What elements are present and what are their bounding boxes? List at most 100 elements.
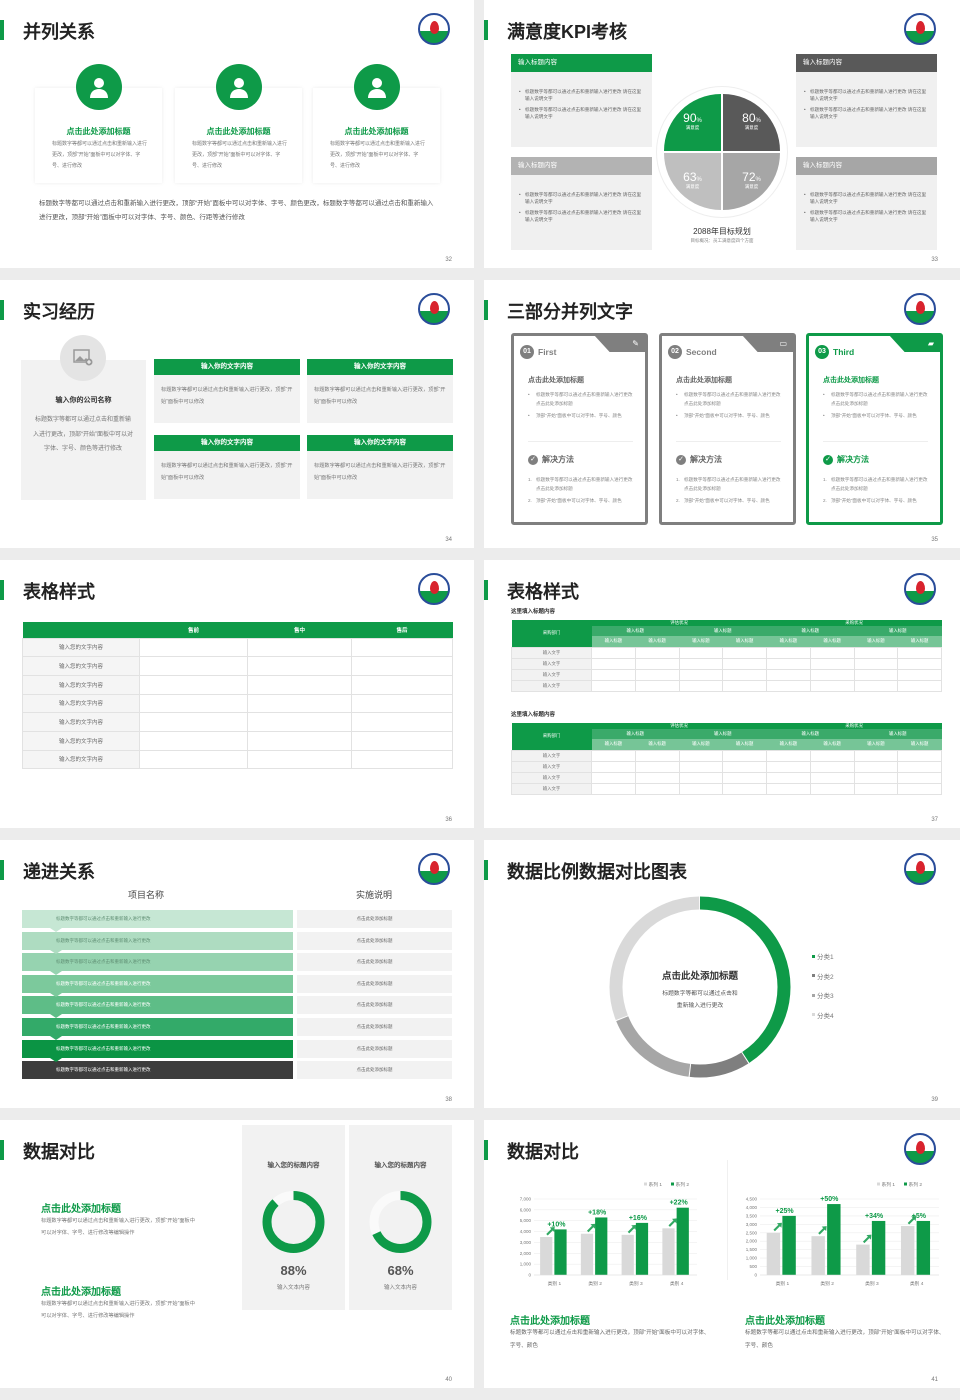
table-cell[interactable] (591, 749, 636, 762)
table-cell[interactable] (351, 749, 453, 770)
table-cell[interactable] (139, 637, 248, 658)
table-cell[interactable] (853, 782, 899, 795)
table-cell[interactable] (853, 771, 899, 784)
table-cell[interactable] (766, 760, 811, 773)
table-cell[interactable] (591, 771, 636, 784)
table-cell[interactable] (678, 782, 724, 795)
table-cell[interactable] (722, 782, 768, 795)
table-cell[interactable] (897, 749, 943, 762)
table-cell[interactable] (591, 668, 636, 681)
table-cell[interactable] (897, 760, 943, 773)
table-cell[interactable] (247, 637, 352, 658)
legend-label: 分类2 (817, 973, 834, 981)
table-cell[interactable] (247, 749, 352, 770)
table-cell[interactable] (897, 782, 943, 795)
table-cell[interactable] (766, 657, 811, 670)
table-cell[interactable] (853, 646, 899, 659)
table-cell[interactable] (722, 749, 768, 762)
table-cell[interactable] (351, 674, 453, 695)
table-cell[interactable] (634, 657, 680, 670)
table-cell[interactable] (247, 730, 352, 751)
table-cell[interactable] (853, 749, 899, 762)
table-cell[interactable] (591, 657, 636, 670)
table-cell[interactable] (809, 679, 855, 692)
table-cell[interactable] (766, 749, 811, 762)
kpi-quadrant: 80% 满意度 (723, 94, 780, 151)
table-cell[interactable] (139, 749, 248, 770)
table-cell[interactable] (634, 771, 680, 784)
table-cell[interactable] (634, 646, 680, 659)
table-cell[interactable] (634, 668, 680, 681)
quadrant-number: 63 (683, 170, 697, 184)
table-cell[interactable] (591, 760, 636, 773)
table-cell[interactable] (634, 760, 680, 773)
table-cell[interactable] (139, 730, 248, 751)
table-cell[interactable] (809, 646, 855, 659)
table-cell[interactable] (678, 760, 724, 773)
table-cell[interactable] (809, 668, 855, 681)
table-cell[interactable] (678, 771, 724, 784)
bar-series-2 (635, 1222, 649, 1275)
table-cell[interactable] (809, 657, 855, 670)
table-cell[interactable] (591, 679, 636, 692)
table-cell[interactable] (139, 712, 248, 732)
solution-heading: ✓ 解决方法 (676, 454, 722, 465)
table-cell[interactable] (634, 782, 680, 795)
add-image-icon (60, 335, 106, 381)
table-cell[interactable] (722, 646, 768, 659)
table-cell[interactable] (897, 668, 943, 681)
table-cell[interactable] (247, 656, 352, 676)
table-row: 输入文字 (511, 657, 943, 670)
table-cell[interactable] (678, 679, 724, 692)
table-cell[interactable] (722, 771, 768, 784)
table-cell[interactable] (247, 712, 352, 732)
table-cell[interactable] (897, 657, 943, 670)
table-cell[interactable] (809, 760, 855, 773)
table-cell[interactable] (766, 668, 811, 681)
table-cell[interactable] (678, 657, 724, 670)
table-cell[interactable] (634, 679, 680, 692)
table-cell[interactable] (678, 749, 724, 762)
table-cell[interactable] (678, 646, 724, 659)
table-cell[interactable] (139, 693, 248, 714)
table-cell[interactable] (766, 679, 811, 692)
metric-title: 输入您的标题内容 (267, 1162, 320, 1169)
table-cell[interactable] (853, 657, 899, 670)
table-cell[interactable] (766, 782, 811, 795)
table-cell[interactable] (722, 657, 768, 670)
table-cell[interactable] (247, 693, 352, 714)
table-cell[interactable] (678, 668, 724, 681)
table-cell[interactable] (853, 679, 899, 692)
table-cell[interactable] (809, 782, 855, 795)
table-cell[interactable] (809, 749, 855, 762)
chevron-down-icon (50, 971, 62, 976)
table-cell[interactable] (722, 760, 768, 773)
table-cell[interactable] (351, 693, 453, 714)
table-cell[interactable] (351, 637, 453, 658)
table-cell[interactable] (722, 679, 768, 692)
table-cell[interactable] (634, 749, 680, 762)
table-cell[interactable] (351, 712, 453, 732)
bullet-text: 标题数字等都可以通过点击和重新输入进行更改 点击此处添加标题 (536, 392, 633, 406)
table-cell[interactable] (722, 668, 768, 681)
table-cell[interactable] (351, 656, 453, 676)
table-cell[interactable] (853, 668, 899, 681)
table-cell[interactable] (897, 646, 943, 659)
table-cell[interactable] (591, 646, 636, 659)
table-cell[interactable] (247, 674, 352, 695)
table-cell[interactable] (766, 771, 811, 784)
step-number: 2. (528, 498, 532, 503)
kpi-box: 输入标题内容标题数字等都可以通过点击和重新输入进行更改 请在这里输入说明文字标题… (796, 157, 937, 250)
table-cell[interactable] (591, 782, 636, 795)
legend-item: 分类2 (812, 971, 834, 981)
step-text: 标题数字等都可以通过点击和重新输入进行更改 (56, 1024, 151, 1029)
table-cell[interactable] (809, 771, 855, 784)
table-cell[interactable] (139, 674, 248, 695)
table-cell[interactable] (139, 656, 248, 676)
table-cell[interactable] (897, 771, 943, 784)
table-cell[interactable] (897, 679, 943, 692)
table-cell[interactable] (766, 646, 811, 659)
table-cell[interactable] (853, 760, 899, 773)
table-cell[interactable] (351, 730, 453, 751)
chevron-down-icon (50, 1057, 62, 1062)
